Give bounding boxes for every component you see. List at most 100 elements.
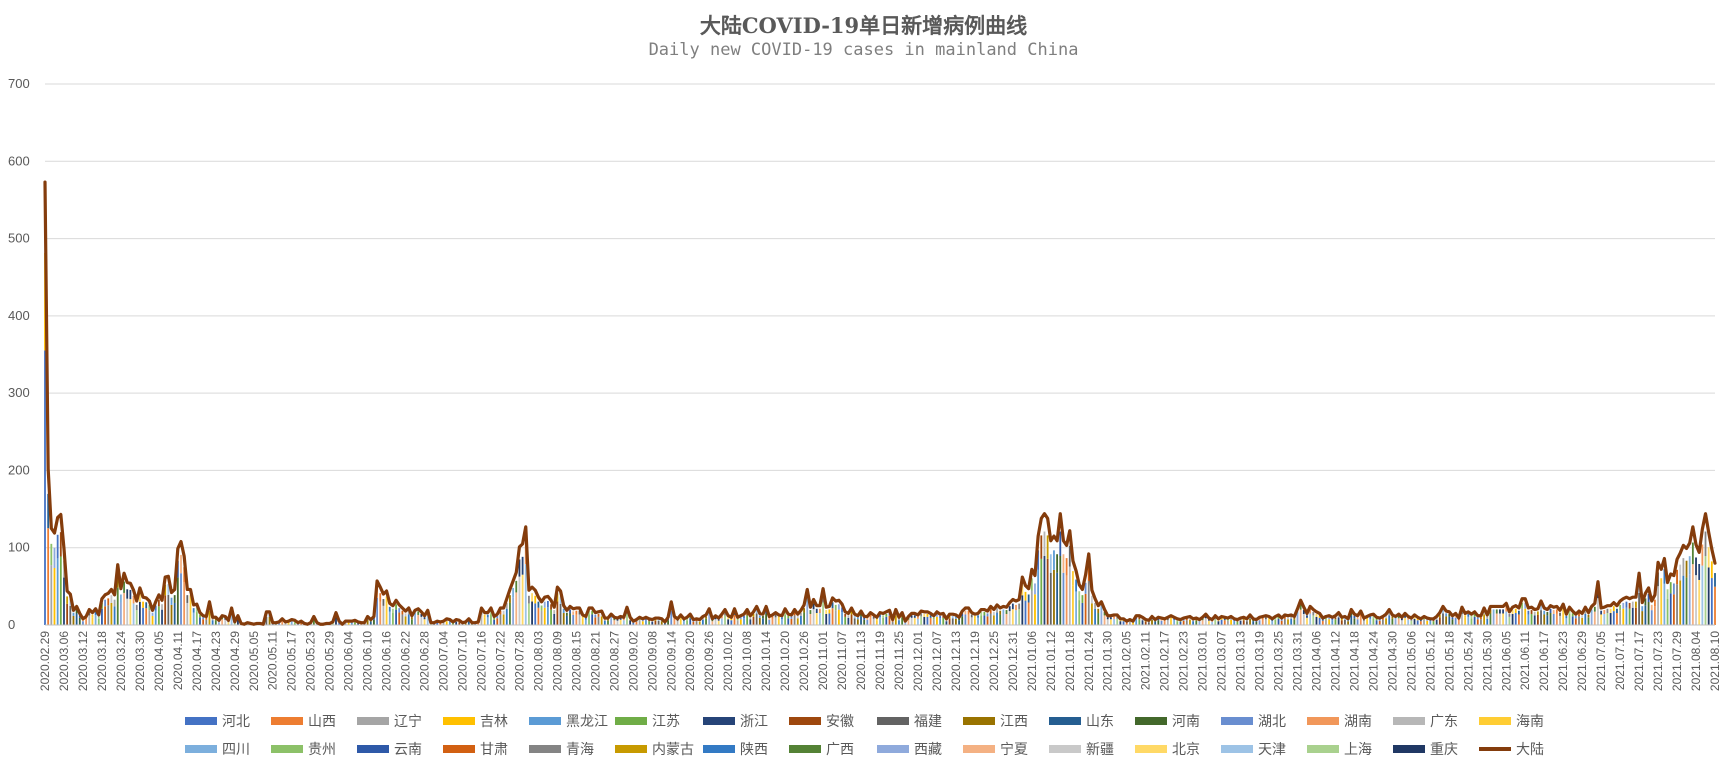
province-bar — [1562, 612, 1565, 625]
province-bar — [59, 556, 62, 625]
province-bar — [1511, 610, 1514, 614]
province-bar — [448, 621, 451, 625]
province-bar — [1163, 619, 1166, 622]
province-bar — [1059, 531, 1062, 556]
province-bar — [126, 589, 129, 599]
y-tick-label: 700 — [8, 76, 30, 91]
province-bar — [410, 619, 413, 625]
x-tick-label: 2021.04.24 — [1366, 631, 1380, 691]
province-bar — [161, 609, 163, 625]
province-bar — [562, 608, 565, 614]
province-bar — [129, 599, 132, 625]
province-bar — [673, 619, 676, 625]
province-bar — [819, 613, 821, 625]
province-bar — [1334, 619, 1337, 625]
province-bar — [132, 595, 135, 604]
province-bar — [1062, 572, 1065, 625]
province-bar — [1274, 619, 1277, 625]
province-bar — [1423, 617, 1425, 620]
province-bar — [1068, 566, 1071, 625]
province-bar — [825, 613, 828, 625]
province-bar — [1040, 535, 1043, 559]
province-bar — [667, 620, 669, 625]
x-tick-label: 2020.07.22 — [493, 631, 507, 691]
x-tick-label: 2020.12.25 — [987, 631, 1001, 691]
province-bar — [1233, 619, 1236, 622]
province-bar — [569, 609, 571, 614]
province-bar — [739, 617, 742, 620]
province-bar — [493, 619, 496, 625]
province-bar — [800, 615, 802, 625]
province-bar — [983, 612, 986, 616]
province-bar — [657, 620, 660, 625]
legend-item: 宁夏 — [963, 740, 1049, 758]
province-bar — [1505, 611, 1508, 625]
province-bar — [414, 615, 416, 625]
province-bar — [575, 614, 578, 625]
province-bar — [752, 616, 755, 625]
province-bar — [1695, 575, 1697, 625]
province-bar — [660, 621, 663, 625]
province-bar — [170, 597, 173, 605]
legend-swatch — [1307, 717, 1339, 725]
x-tick-label: 2021.07.23 — [1651, 631, 1665, 691]
province-bar — [499, 610, 502, 615]
chart-legend: 河北 山西 辽宁 吉林 黑龙江 江苏 浙江 安徽 福建 江西 山东 河南 湖北 湖南 广东 海南 四川 贵州 云南 甘… — [185, 712, 1565, 758]
province-bar — [404, 613, 407, 617]
province-bar — [290, 621, 293, 625]
province-bar — [796, 615, 799, 619]
province-bar — [300, 622, 303, 625]
province-bar — [278, 623, 280, 625]
province-bar — [626, 613, 628, 625]
province-bar — [1106, 617, 1109, 620]
province-bar — [1476, 619, 1479, 625]
province-bar — [72, 615, 75, 625]
legend-label: 甘肃 — [480, 742, 508, 758]
province-bar — [1233, 621, 1236, 625]
province-bar — [540, 605, 543, 611]
province-bar — [879, 617, 881, 625]
province-bar — [1514, 613, 1517, 625]
province-bar — [1536, 611, 1539, 615]
x-tick-label: 2021.03.07 — [1215, 631, 1229, 691]
province-bar — [1555, 609, 1558, 614]
legend-label: 海南 — [1516, 714, 1544, 730]
province-bar — [528, 603, 530, 625]
province-bar — [613, 618, 616, 621]
province-bar — [774, 614, 777, 618]
province-bar — [1173, 620, 1176, 625]
province-bar — [945, 621, 948, 625]
province-bar — [439, 623, 442, 625]
province-bar — [746, 615, 749, 625]
province-bar — [1688, 556, 1691, 575]
province-bar — [1081, 595, 1084, 603]
province-bar — [1385, 615, 1387, 619]
province-bar — [1094, 602, 1096, 609]
province-bar — [964, 614, 967, 625]
province-bar — [1138, 617, 1141, 620]
legend-swatch — [1135, 745, 1167, 753]
province-bar — [192, 608, 195, 613]
legend-item: 内蒙古 — [615, 740, 703, 758]
x-tick-label: 2020.04.11 — [171, 631, 185, 690]
province-bar — [695, 621, 698, 625]
province-bar — [110, 602, 113, 625]
province-bar — [467, 621, 470, 625]
province-bar — [550, 609, 552, 625]
x-tick-label: 2020.02.29 — [38, 631, 52, 691]
province-bar — [1034, 583, 1036, 595]
province-bar — [471, 623, 473, 625]
legend-swatch — [529, 745, 561, 753]
province-bar — [648, 619, 651, 622]
province-bar — [1372, 615, 1375, 619]
province-bar — [1189, 619, 1191, 625]
legend-swatch — [789, 717, 821, 725]
x-tick-label: 2020.03.24 — [114, 631, 128, 691]
province-bar — [1024, 600, 1027, 625]
province-bar — [509, 595, 511, 603]
province-bar — [224, 619, 227, 625]
province-bar — [1568, 610, 1571, 614]
province-bar — [739, 619, 742, 625]
province-bar — [929, 617, 932, 625]
province-bar — [720, 615, 723, 619]
